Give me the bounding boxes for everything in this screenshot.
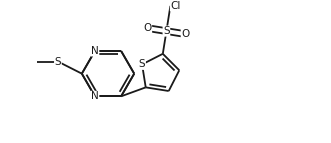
Text: O: O — [181, 29, 189, 39]
Text: S: S — [139, 59, 145, 69]
Text: N: N — [91, 91, 99, 101]
Text: S: S — [163, 26, 170, 36]
Text: N: N — [91, 46, 99, 56]
Text: O: O — [143, 23, 152, 33]
Text: S: S — [55, 56, 61, 66]
Text: Cl: Cl — [170, 1, 181, 11]
